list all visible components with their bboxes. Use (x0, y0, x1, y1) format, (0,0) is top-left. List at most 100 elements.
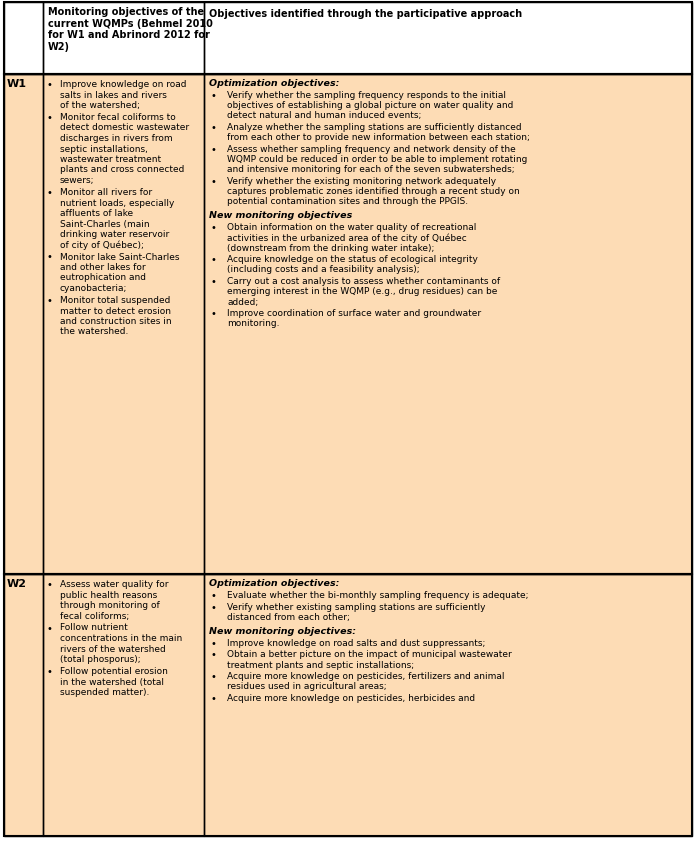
Text: through monitoring of: through monitoring of (60, 601, 160, 610)
Text: Assess water quality for: Assess water quality for (60, 580, 168, 589)
Text: Follow potential erosion: Follow potential erosion (60, 667, 168, 676)
Text: concentrations in the main: concentrations in the main (60, 634, 182, 643)
Text: •: • (211, 255, 217, 265)
Text: in the watershed (total: in the watershed (total (60, 678, 164, 686)
Text: W1: W1 (7, 79, 27, 89)
Text: •: • (211, 603, 217, 613)
Text: Improve coordination of surface water and groundwater: Improve coordination of surface water an… (227, 309, 481, 318)
Text: discharges in rivers from: discharges in rivers from (60, 134, 173, 143)
Bar (204, 74, 692, 574)
Text: eutrophication and: eutrophication and (60, 274, 146, 283)
Text: salts in lakes and rivers: salts in lakes and rivers (60, 90, 167, 99)
Text: •: • (46, 296, 52, 306)
Text: added;: added; (227, 297, 258, 306)
Text: matter to detect erosion: matter to detect erosion (60, 306, 171, 316)
Text: nutrient loads, especially: nutrient loads, especially (60, 199, 175, 207)
Text: •: • (46, 80, 52, 90)
Text: and other lakes for: and other lakes for (60, 263, 145, 272)
Text: (downstream from the drinking water intake);: (downstream from the drinking water inta… (227, 243, 434, 253)
Text: distanced from each other;: distanced from each other; (227, 613, 350, 622)
Text: Acquire more knowledge on pesticides, fertilizers and animal: Acquire more knowledge on pesticides, fe… (227, 672, 505, 681)
Text: (including costs and a feasibility analysis);: (including costs and a feasibility analy… (227, 265, 420, 274)
Text: emerging interest in the WQMP (e.g., drug residues) can be: emerging interest in the WQMP (e.g., dru… (227, 287, 498, 296)
Bar (4, 74, 43, 574)
Text: of city of Québec);: of city of Québec); (60, 241, 144, 250)
Text: detect natural and human induced events;: detect natural and human induced events; (227, 111, 421, 120)
Text: plants and cross connected: plants and cross connected (60, 166, 184, 174)
Text: New monitoring objectives: New monitoring objectives (209, 211, 352, 221)
Text: Optimization objectives:: Optimization objectives: (209, 579, 340, 588)
Text: •: • (46, 667, 52, 677)
Text: Verify whether existing sampling stations are sufficiently: Verify whether existing sampling station… (227, 603, 486, 611)
Text: treatment plants and septic installations;: treatment plants and septic installation… (227, 660, 414, 669)
Bar (43, 574, 204, 836)
Text: rivers of the watershed: rivers of the watershed (60, 644, 166, 653)
Text: •: • (211, 91, 217, 101)
Text: WQMP could be reduced in order to be able to implement rotating: WQMP could be reduced in order to be abl… (227, 155, 528, 164)
Bar (204, 574, 692, 836)
Text: Analyze whether the sampling stations are sufficiently distanced: Analyze whether the sampling stations ar… (227, 123, 521, 132)
Text: Obtain information on the water quality of recreational: Obtain information on the water quality … (227, 223, 476, 232)
Text: drinking water reservoir: drinking water reservoir (60, 230, 169, 239)
Bar (204, 2, 692, 74)
Bar (43, 2, 204, 74)
Text: objectives of establishing a global picture on water quality and: objectives of establishing a global pict… (227, 101, 514, 110)
Text: •: • (211, 145, 217, 155)
Text: Saint-Charles (main: Saint-Charles (main (60, 220, 150, 228)
Text: •: • (211, 638, 217, 648)
Text: and intensive monitoring for each of the seven subwatersheds;: and intensive monitoring for each of the… (227, 165, 514, 174)
Text: Improve knowledge on road: Improve knowledge on road (60, 80, 187, 89)
Text: detect domestic wastewater: detect domestic wastewater (60, 124, 189, 132)
Text: Assess whether sampling frequency and network density of the: Assess whether sampling frequency and ne… (227, 145, 516, 154)
Bar (204, 574, 692, 836)
Bar (43, 2, 204, 74)
Text: cyanobacteria;: cyanobacteria; (60, 284, 127, 293)
Text: Optimization objectives:: Optimization objectives: (209, 79, 340, 88)
Text: Monitor lake Saint-Charles: Monitor lake Saint-Charles (60, 253, 180, 262)
Text: •: • (211, 650, 217, 660)
Text: Evaluate whether the bi-monthly sampling frequency is adequate;: Evaluate whether the bi-monthly sampling… (227, 591, 528, 600)
Text: •: • (46, 188, 52, 198)
Bar (204, 2, 692, 74)
Text: Verify whether the sampling frequency responds to the initial: Verify whether the sampling frequency re… (227, 91, 506, 100)
Text: Obtain a better picture on the impact of municipal wastewater: Obtain a better picture on the impact of… (227, 650, 512, 659)
Bar (4, 2, 692, 74)
Text: Follow nutrient: Follow nutrient (60, 623, 128, 632)
Text: •: • (211, 694, 217, 704)
Text: •: • (46, 623, 52, 633)
Text: •: • (211, 672, 217, 682)
Text: monitoring.: monitoring. (227, 319, 280, 328)
Text: activities in the urbanized area of the city of Québec: activities in the urbanized area of the … (227, 233, 467, 242)
Text: Monitor all rivers for: Monitor all rivers for (60, 188, 152, 197)
Text: Acquire more knowledge on pesticides, herbicides and: Acquire more knowledge on pesticides, he… (227, 694, 475, 703)
Text: Monitoring objectives of the
current WQMPs (Behmel 2010
for W1 and Abrinord 2012: Monitoring objectives of the current WQM… (48, 7, 213, 52)
Text: New monitoring objectives:: New monitoring objectives: (209, 626, 356, 636)
Text: potential contamination sites and through the PPGIS.: potential contamination sites and throug… (227, 198, 468, 206)
Text: suspended matter).: suspended matter). (60, 688, 150, 697)
Bar (204, 74, 692, 574)
Text: septic installations,: septic installations, (60, 145, 148, 153)
Text: Objectives identified through the participative approach: Objectives identified through the partic… (209, 9, 522, 19)
Bar (4, 74, 43, 574)
Text: Monitor fecal coliforms to: Monitor fecal coliforms to (60, 113, 176, 122)
Text: Verify whether the existing monitoring network adequately: Verify whether the existing monitoring n… (227, 177, 496, 186)
Text: •: • (211, 277, 217, 287)
Text: wastewater treatment: wastewater treatment (60, 155, 161, 164)
Bar (43, 74, 204, 574)
Bar (4, 74, 692, 574)
Text: Monitor total suspended: Monitor total suspended (60, 296, 171, 305)
Text: (total phosporus);: (total phosporus); (60, 655, 141, 664)
Bar (4, 2, 43, 74)
Text: sewers;: sewers; (60, 176, 95, 185)
Text: captures problematic zones identified through a recent study on: captures problematic zones identified th… (227, 187, 520, 196)
Text: Carry out a cost analysis to assess whether contaminants of: Carry out a cost analysis to assess whet… (227, 277, 500, 286)
Text: residues used in agricultural areas;: residues used in agricultural areas; (227, 682, 386, 691)
Text: and construction sites in: and construction sites in (60, 317, 172, 326)
Text: Acquire knowledge on the status of ecological integrity: Acquire knowledge on the status of ecolo… (227, 255, 478, 264)
Text: •: • (211, 123, 217, 133)
Bar (4, 2, 43, 74)
Text: affluents of lake: affluents of lake (60, 209, 133, 218)
Text: public health reasons: public health reasons (60, 590, 157, 600)
Text: •: • (211, 177, 217, 187)
Text: •: • (211, 591, 217, 601)
